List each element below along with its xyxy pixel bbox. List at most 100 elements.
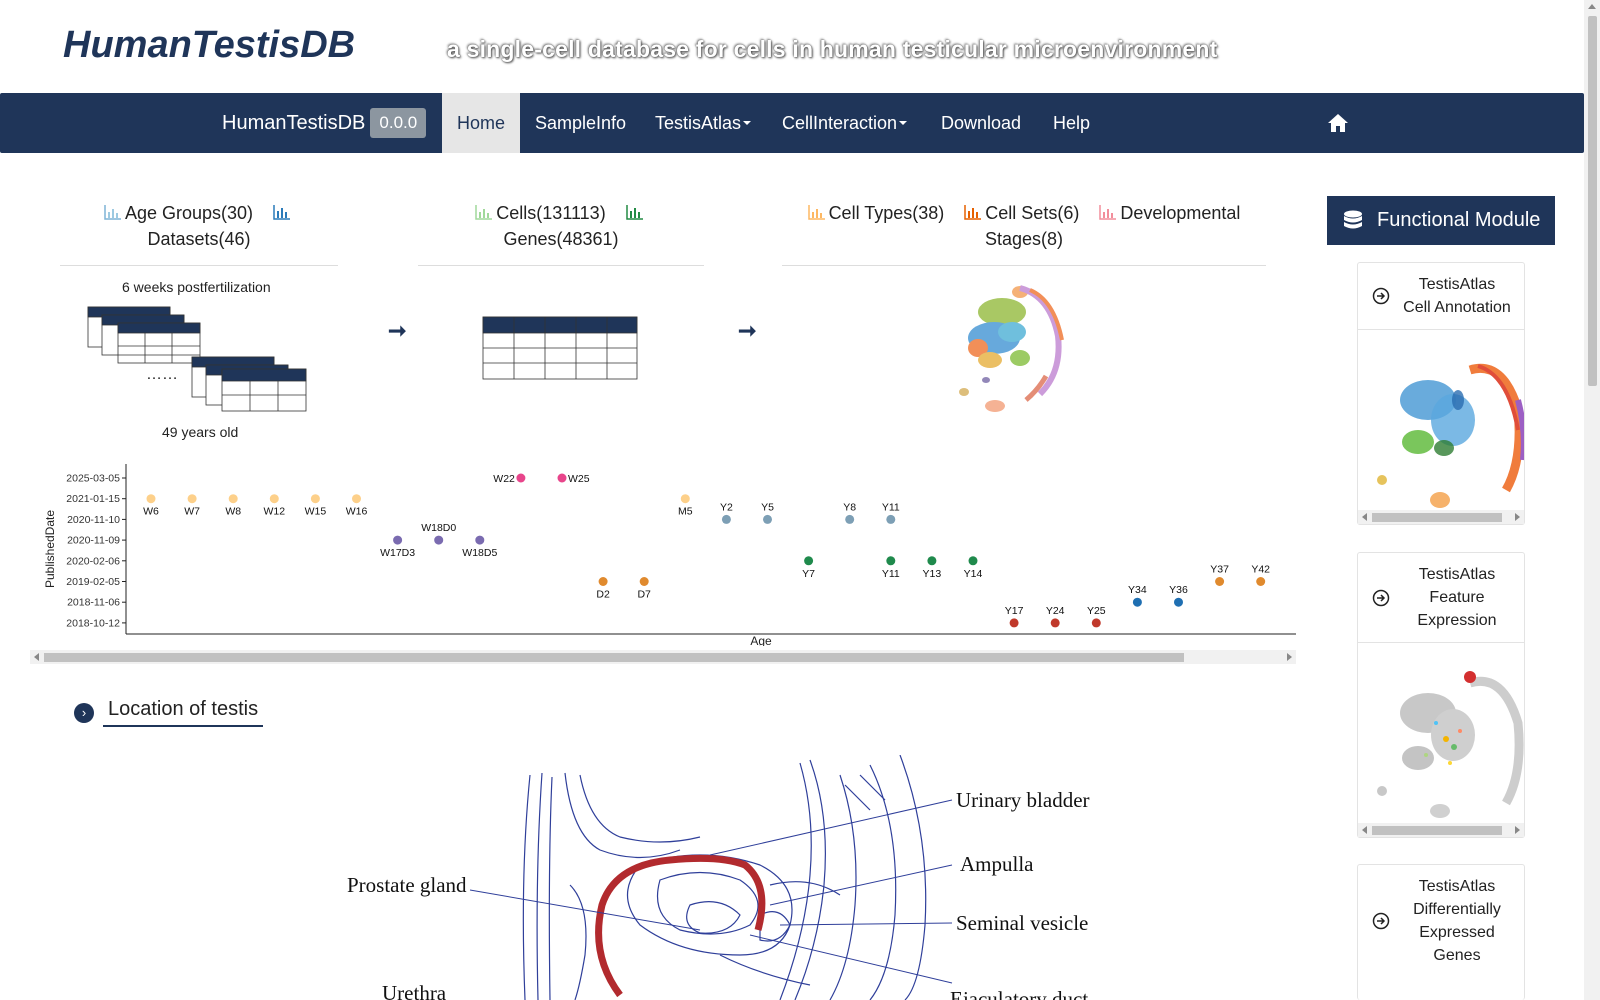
data-point: [1050, 618, 1060, 628]
nav-testisatlas[interactable]: TestisAtlas: [640, 93, 766, 153]
data-point: [1009, 618, 1019, 628]
divider: [418, 265, 704, 266]
navbar-brand-label: HumanTestisDB: [222, 111, 366, 134]
data-label: W17D3: [380, 547, 415, 559]
nav-cellinteraction-label: CellInteraction: [782, 112, 898, 133]
nav-cellinteraction[interactable]: CellInteraction: [767, 93, 922, 153]
scroll-left-icon[interactable]: [1362, 513, 1367, 521]
data-label: W25: [568, 473, 590, 485]
data-label: W6: [143, 506, 159, 518]
stat-developmental-label: Developmental: [1120, 203, 1241, 223]
module-feature-expression[interactable]: TestisAtlas Feature Expression: [1357, 552, 1525, 838]
stat-cells-label: Cells(131113): [496, 203, 606, 223]
data-point: [516, 473, 526, 483]
data-label: Y2: [720, 501, 733, 513]
data-label: Y25: [1087, 605, 1106, 617]
preview-scrollbar[interactable]: [1358, 823, 1524, 837]
data-label: Y42: [1251, 564, 1270, 576]
data-point: [187, 494, 197, 504]
module-title-line: TestisAtlas: [1418, 276, 1496, 293]
flow-arrow-1: ➞: [388, 318, 407, 343]
data-point: [804, 556, 814, 566]
data-point: [1174, 597, 1183, 607]
bar-chart-icon: [964, 205, 982, 220]
module-feature-expression-head[interactable]: TestisAtlas Feature Expression: [1358, 553, 1524, 643]
stat-stages[interactable]: Stages(8): [984, 229, 1064, 249]
nav-home[interactable]: Home: [442, 93, 521, 153]
nav-download[interactable]: Download: [926, 93, 1036, 153]
stat-datasets[interactable]: Datasets(46): [147, 229, 251, 249]
x-axis-title: Age: [750, 634, 772, 646]
stat-developmental[interactable]: Developmental: [1099, 203, 1240, 223]
nav-help[interactable]: Help: [1038, 93, 1105, 153]
nav-sampleinfo-label: SampleInfo: [535, 112, 627, 133]
flow-arrow-2: ➞: [738, 318, 757, 343]
data-label: Y7: [802, 568, 815, 580]
data-label: D7: [637, 589, 651, 601]
module-title-line: Expression: [1417, 612, 1497, 629]
data-point: [639, 577, 649, 586]
data-label: W12: [264, 506, 286, 518]
stacked-tables-illustration: [87, 306, 307, 412]
data-label: Y36: [1169, 584, 1188, 596]
stat-cell-types[interactable]: Cell Types(38): [807, 203, 944, 223]
cell-annotation-preview: [1358, 330, 1524, 510]
label-urinary-bladder: Urinary bladder: [956, 788, 1090, 812]
circle-arrow-right-icon: [1372, 912, 1390, 930]
scroll-right-icon[interactable]: [1515, 826, 1520, 834]
label-urethra: Urethra: [382, 981, 447, 1000]
data-label: W18D5: [462, 547, 497, 559]
y-axis-title: PublishedDate: [43, 510, 57, 588]
stat-age-groups[interactable]: Age Groups(30): [104, 203, 253, 223]
data-point: [269, 494, 279, 504]
scrollbar-thumb[interactable]: [1372, 513, 1502, 522]
chevron-right-icon: ›: [74, 702, 94, 723]
module-title-line: Genes: [1433, 947, 1481, 964]
page-scrollbar[interactable]: [1584, 0, 1600, 1000]
data-point: [968, 556, 978, 566]
stat-genes[interactable]: Genes(48361): [503, 229, 619, 249]
data-label: Y11: [882, 568, 900, 580]
timeline-plot: 2025-03-05 2021-01-15 2020-11-10 2020-11-09…: [43, 464, 1296, 648]
home-icon[interactable]: [1327, 113, 1349, 133]
data-point: [721, 514, 731, 524]
module-cell-annotation[interactable]: TestisAtlas Cell Annotation: [1357, 262, 1525, 525]
scrollbar-thumb[interactable]: [1372, 826, 1502, 835]
timeline-scrollbar[interactable]: [30, 650, 1296, 664]
data-label: D2: [596, 589, 610, 601]
data-label: W18D0: [421, 522, 456, 534]
data-label: Y8: [843, 501, 856, 513]
flow-bottom-caption: 49 years old: [162, 424, 239, 440]
data-label: W7: [184, 506, 200, 518]
scroll-left-icon[interactable]: [34, 653, 39, 661]
nav-sampleinfo[interactable]: SampleInfo: [520, 93, 641, 153]
scroll-right-icon[interactable]: [1287, 653, 1292, 661]
data-point: [886, 556, 896, 566]
site-brand[interactable]: HumanTestisDB: [63, 24, 356, 66]
data-label: W22: [493, 473, 515, 485]
data-label: W15: [305, 506, 327, 518]
preview-scrollbar[interactable]: [1358, 510, 1524, 524]
data-point: [1132, 597, 1142, 607]
stat-cell-sets[interactable]: Cell Sets(6): [964, 203, 1079, 223]
location-section-title[interactable]: › Location of testis: [74, 698, 264, 727]
scroll-right-icon[interactable]: [1515, 513, 1520, 521]
navbar-brand[interactable]: HumanTestisDB 0.0.0: [222, 93, 427, 153]
stat-cells[interactable]: Cells(131113): [475, 203, 606, 223]
module-cell-annotation-head[interactable]: TestisAtlas Cell Annotation: [1358, 263, 1524, 330]
data-point: [228, 494, 238, 504]
scrollbar-thumb[interactable]: [44, 653, 1184, 662]
nav-testisatlas-label: TestisAtlas: [655, 112, 742, 133]
module-title-line: Differentially: [1413, 901, 1501, 918]
y-tick-label: 2025-03-05: [66, 473, 120, 485]
data-point: [763, 514, 772, 524]
module-deg-head[interactable]: TestisAtlas Differentially Expressed Genes: [1358, 865, 1524, 977]
module-title-line: TestisAtlas: [1418, 878, 1496, 895]
scrollbar-thumb[interactable]: [1588, 16, 1597, 386]
flow-top-caption: 6 weeks postfertilization: [122, 279, 271, 295]
scroll-left-icon[interactable]: [1362, 826, 1367, 834]
scroll-up-icon[interactable]: [1588, 4, 1596, 9]
data-point: [310, 494, 320, 504]
module-differentially-expressed-genes[interactable]: TestisAtlas Differentially Expressed Genes: [1357, 864, 1525, 1000]
y-tick-label: 2020-11-10: [67, 514, 120, 526]
